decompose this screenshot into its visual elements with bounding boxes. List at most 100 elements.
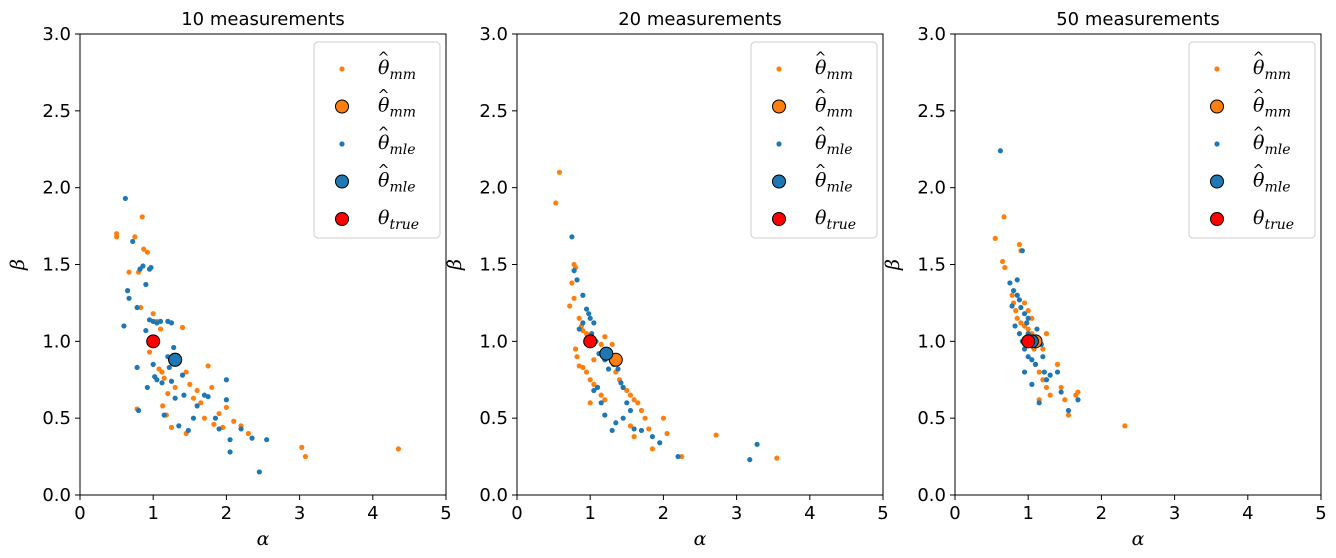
y-tick-label: 1.5 — [917, 255, 946, 276]
mle-point — [122, 195, 128, 202]
y-tick-label: 0.5 — [917, 408, 946, 429]
mle-mean-marker — [168, 352, 183, 367]
x-tick-label: 5 — [877, 503, 888, 524]
mle-point — [166, 364, 172, 371]
legend-marker-small-mm — [339, 66, 345, 72]
mle-point — [591, 387, 597, 394]
mm-point — [395, 446, 402, 452]
legend-marker-big-true — [1210, 212, 1224, 226]
mm-point — [624, 387, 630, 394]
y-tick-label: 3.0 — [917, 24, 946, 45]
mm-point — [1040, 346, 1046, 352]
true-value-marker — [146, 334, 161, 349]
legend-label-mm: θmm — [378, 95, 416, 121]
mm-point — [187, 381, 193, 387]
mm-point — [126, 269, 132, 275]
legend-marker-big-mle — [772, 174, 786, 189]
mm-point — [556, 169, 563, 175]
mle-point — [154, 377, 160, 383]
legend-label-true: θtrue — [378, 207, 419, 233]
mm-point — [649, 446, 656, 452]
mle-point — [130, 238, 136, 245]
mm-point — [571, 295, 577, 301]
mle-point — [1025, 315, 1031, 321]
mm-point — [580, 364, 586, 371]
legend-frame — [750, 41, 878, 239]
legend-hat: ^ — [1253, 125, 1265, 141]
mm-point — [1075, 389, 1081, 395]
legend-marker-big-mle — [1210, 174, 1224, 189]
mm-point — [635, 400, 641, 406]
y-tick-label: 2.0 — [479, 178, 508, 199]
mle-point — [135, 407, 142, 414]
mle-point — [571, 268, 577, 274]
legend: θmm^θmm^θmle^θmle^θtrue — [313, 41, 441, 239]
mle-point — [190, 415, 197, 421]
mm-point — [591, 357, 597, 363]
mle-point — [134, 304, 140, 311]
x-tick-label: 0 — [511, 503, 522, 524]
mle-point — [126, 295, 132, 301]
mle-point — [613, 420, 619, 426]
x-tick-label: 1 — [147, 503, 158, 524]
mle-point — [609, 427, 615, 434]
mle-point — [615, 366, 621, 372]
mm-point — [679, 453, 685, 460]
mm-point — [660, 415, 667, 421]
mm-point — [132, 234, 138, 240]
mle-point — [121, 323, 127, 329]
mle-point — [1047, 372, 1053, 378]
mm-point — [713, 432, 719, 438]
mm-point — [583, 369, 590, 375]
legend-hat: ^ — [815, 163, 827, 179]
mle-point — [649, 434, 656, 440]
mle-point — [1065, 407, 1072, 414]
mle-point — [620, 384, 626, 391]
mm-point — [299, 444, 305, 450]
y-tick-label: 2.5 — [479, 101, 508, 122]
legend-label-mle: θmle — [378, 170, 416, 196]
mle-point — [144, 384, 150, 391]
mm-point — [1062, 397, 1068, 403]
mle-point — [1041, 369, 1047, 375]
x-tick-label: 1 — [1022, 503, 1033, 524]
x-tick-label: 4 — [804, 503, 815, 524]
x-axis-label: α — [1132, 528, 1145, 550]
mle-point — [159, 380, 165, 386]
mle-point — [179, 372, 186, 378]
y-tick-label: 0.0 — [42, 485, 71, 506]
mm-point — [1025, 308, 1031, 314]
legend-label-mm: θmm — [815, 57, 853, 83]
legend-marker-big-true — [335, 212, 349, 226]
legend: θmm^θmm^θmle^θmle^θtrue — [750, 41, 878, 239]
mm-point — [194, 387, 200, 394]
legend-marker-small-mm — [1214, 66, 1220, 72]
mle-point — [148, 264, 154, 271]
mm-point — [172, 384, 178, 391]
mle-point — [754, 441, 760, 447]
mle-point — [205, 394, 211, 400]
mm-point — [114, 234, 120, 240]
legend-hat: ^ — [378, 125, 390, 141]
mle-point — [1058, 389, 1064, 395]
mm-point — [569, 280, 575, 286]
mm-point — [774, 455, 780, 461]
mle-point — [576, 326, 582, 332]
mle-point — [238, 426, 244, 432]
mm-point — [165, 390, 171, 397]
mle-point — [569, 234, 575, 240]
mle-point — [1029, 357, 1035, 363]
legend-label-true: θtrue — [1253, 207, 1294, 233]
x-tick-label: 3 — [1169, 503, 1180, 524]
mm-point — [1047, 392, 1053, 398]
mle-point — [618, 380, 624, 386]
mm-point — [157, 326, 164, 332]
mle-point — [1054, 369, 1061, 375]
mm-point — [1122, 423, 1128, 429]
x-tick-label: 5 — [440, 503, 451, 524]
mm-point — [190, 395, 197, 401]
mm-point — [992, 235, 998, 241]
mle-point — [1036, 400, 1042, 406]
legend-hat: ^ — [815, 88, 827, 104]
mle-point — [1075, 397, 1081, 403]
